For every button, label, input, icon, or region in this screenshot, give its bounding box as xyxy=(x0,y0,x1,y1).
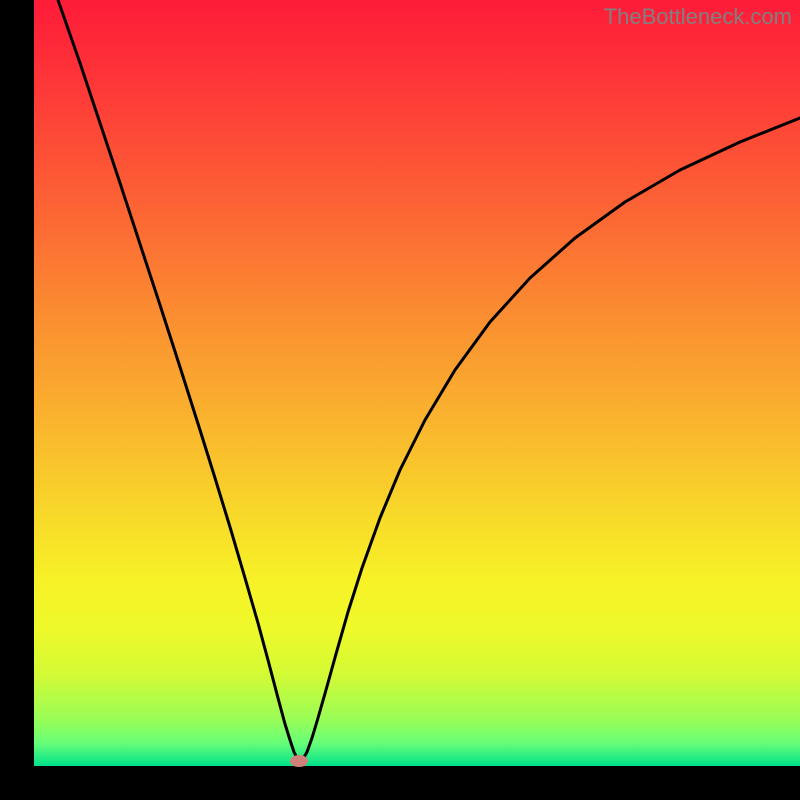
watermark-text: TheBottleneck.com xyxy=(604,4,792,30)
bottleneck-chart: TheBottleneck.com xyxy=(0,0,800,800)
chart-svg xyxy=(0,0,800,800)
plot-background xyxy=(34,0,800,766)
minimum-marker xyxy=(290,755,308,767)
